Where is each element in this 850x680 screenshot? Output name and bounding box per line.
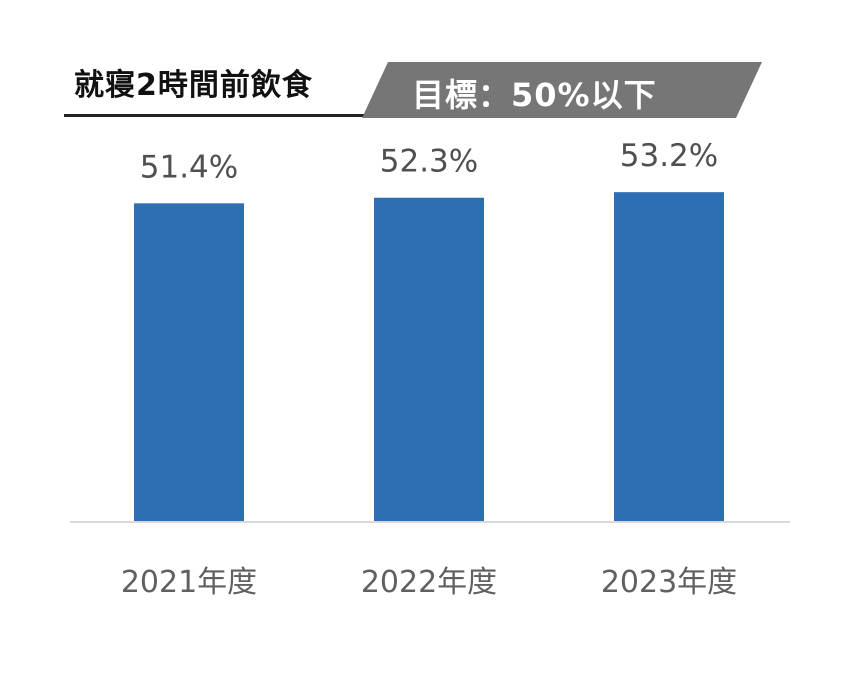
title-underline — [64, 114, 386, 117]
chart-title: 就寝2時間前飲食 — [74, 68, 313, 103]
category-label-3: 2023年度 — [601, 565, 737, 600]
value-label-2: 52.3% — [380, 144, 478, 180]
category-label-2: 2022年度 — [361, 565, 497, 600]
target-label: 目標：50%以下 — [412, 76, 657, 114]
bar-1 — [134, 203, 244, 522]
bar-3 — [614, 192, 724, 522]
category-label-1: 2021年度 — [121, 565, 257, 600]
bar-2 — [374, 197, 484, 523]
value-label-3: 53.2% — [620, 138, 718, 174]
target-banner — [362, 62, 762, 118]
labels-layer: 51.4% 2021年度 52.3% 2022年度 53.2% 2023年度 — [121, 138, 737, 600]
value-label-1: 51.4% — [140, 149, 238, 185]
bars-layer — [134, 192, 724, 523]
